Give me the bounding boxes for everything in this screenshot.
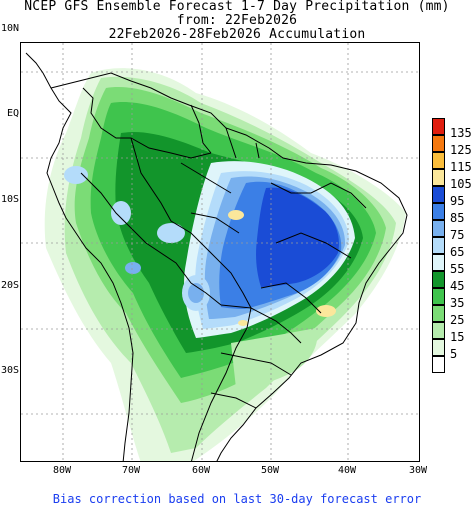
lon-label-70w: 70W: [121, 465, 141, 476]
legend-label: 15: [450, 330, 465, 344]
legend-item: 85: [432, 203, 474, 224]
graticule: [21, 43, 419, 461]
lon-label-60w: 60W: [191, 465, 211, 476]
legend-swatch: [432, 322, 445, 339]
color-legend: 135 125 115 105 95 85 75 65 55 45 35 25 15 5: [432, 118, 474, 373]
map-title: NCEP GFS Ensemble Forecast 1-7 Day Preci…: [24, 0, 450, 14]
accumulation-period: 22Feb2026-28Feb2026 Accumulation: [108, 27, 366, 42]
legend-swatch: [432, 339, 445, 356]
precipitation-map: [20, 42, 420, 462]
legend-item: 105: [432, 169, 474, 190]
legend-swatch: [432, 203, 445, 220]
legend-label: 35: [450, 296, 465, 310]
legend-item: 35: [432, 288, 474, 309]
bias-correction-note: Bias correction based on last 30-day for…: [52, 492, 422, 506]
lon-label-50w: 50W: [260, 465, 280, 476]
lon-label-80w: 80W: [52, 465, 72, 476]
legend-item: 55: [432, 254, 474, 275]
legend-swatch: [432, 135, 445, 152]
legend-item: 15: [432, 322, 474, 343]
legend-label: 135: [450, 126, 472, 140]
precipitation-shading: [44, 68, 406, 461]
legend-swatch: [432, 288, 445, 305]
legend-item: 65: [432, 237, 474, 258]
legend-item: 135: [432, 118, 474, 139]
legend-label: 65: [450, 245, 465, 259]
lat-label-eq: EQ: [6, 108, 19, 119]
legend-swatch: [432, 305, 445, 322]
lat-label-10n: 10N: [0, 23, 19, 34]
lon-label-40w: 40W: [337, 465, 357, 476]
legend-label: 45: [450, 279, 465, 293]
legend-swatch: [432, 271, 445, 288]
legend-swatch: [432, 356, 445, 373]
legend-swatch: [432, 118, 445, 135]
coastline: [25, 52, 408, 461]
legend-label: 85: [450, 211, 465, 225]
legend-item: 5: [432, 339, 474, 360]
legend-swatch: [432, 254, 445, 271]
legend-label: 105: [450, 177, 472, 191]
legend-swatch: [432, 220, 445, 237]
legend-label: 5: [450, 347, 458, 361]
legend-label: 115: [450, 160, 472, 174]
lon-label-30w: 30W: [408, 465, 428, 476]
legend-item: [432, 356, 474, 373]
legend-swatch: [432, 169, 445, 186]
legend-item: 45: [432, 271, 474, 292]
legend-item: 115: [432, 152, 474, 173]
legend-swatch: [432, 186, 445, 203]
legend-swatch: [432, 237, 445, 254]
legend-label: 125: [450, 143, 472, 157]
legend-item: 95: [432, 186, 474, 207]
legend-label: 95: [450, 194, 465, 208]
legend-label: 55: [450, 262, 465, 276]
lat-label-20s: 20S: [0, 280, 19, 291]
legend-label: 25: [450, 313, 465, 327]
legend-item: 125: [432, 135, 474, 156]
lat-label-10s: 10S: [0, 194, 19, 205]
forecast-start-date: from: 22Feb2026: [176, 13, 298, 28]
legend-item: 25: [432, 305, 474, 326]
legend-label: 75: [450, 228, 465, 242]
legend-swatch: [432, 152, 445, 169]
legend-item: 75: [432, 220, 474, 241]
lat-label-30s: 30S: [0, 365, 19, 376]
